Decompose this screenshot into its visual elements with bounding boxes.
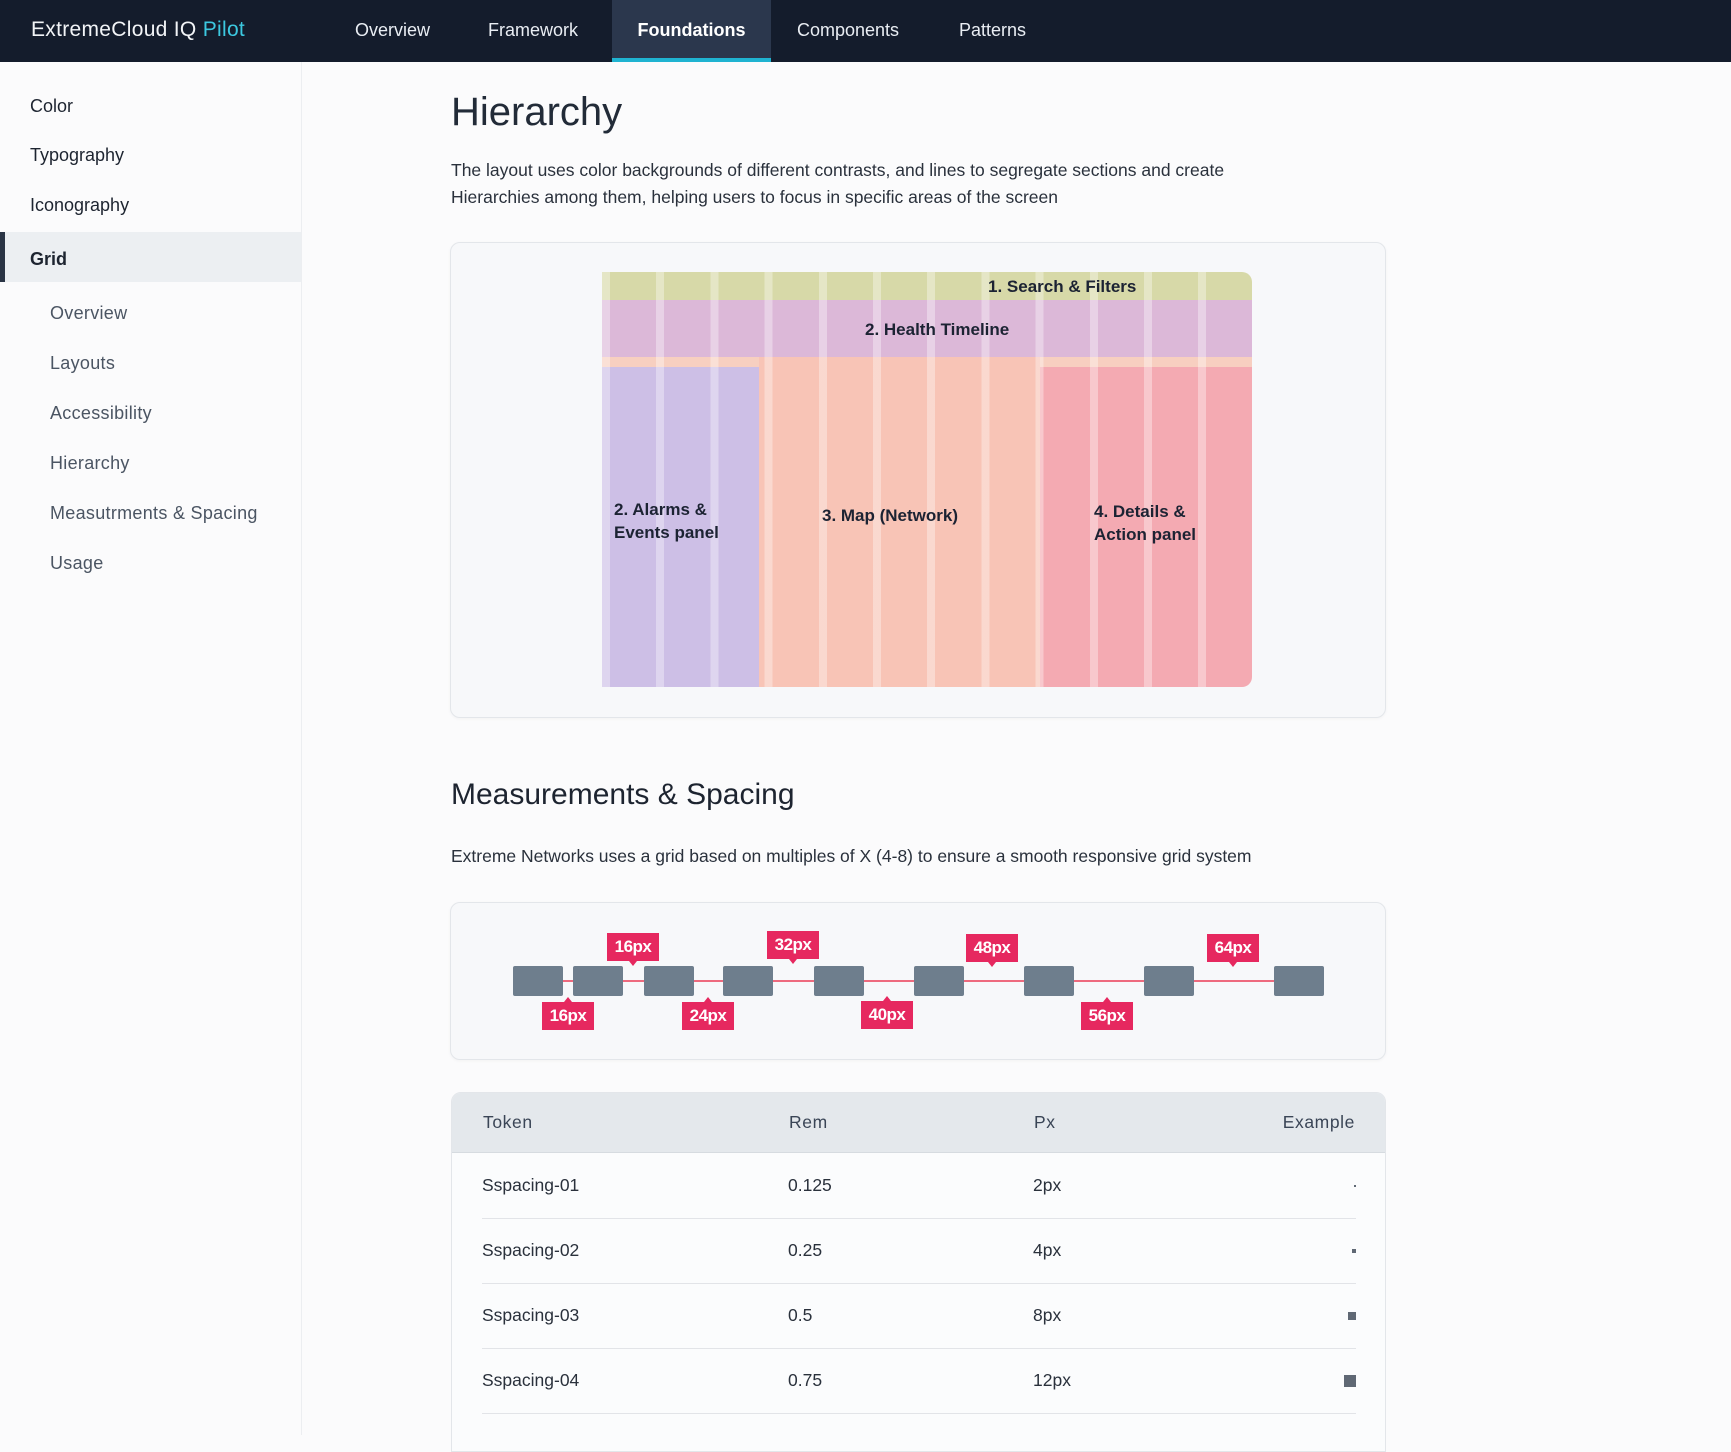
example-swatch — [1354, 1185, 1356, 1187]
sidebar-item-typography[interactable]: Typography — [30, 145, 125, 165]
sidebar-subitem-measurements[interactable]: Measutrments & Spacing — [50, 503, 258, 523]
cell-token: Sspacing-02 — [482, 1240, 580, 1260]
table-header: Token Rem Px Example — [452, 1093, 1385, 1153]
logo[interactable]: ExtremeCloud IQ Pilot — [31, 18, 245, 42]
nav-patterns[interactable]: Patterns — [959, 20, 1027, 40]
sidebar-item-grid[interactable]: Grid — [30, 249, 68, 269]
zone-details-action — [1040, 367, 1252, 687]
cell-rem: 0.125 — [788, 1175, 832, 1195]
cell-rem: 0.75 — [788, 1370, 823, 1390]
header-px: Px — [1034, 1112, 1056, 1132]
spacing-tag: 32px — [767, 931, 819, 964]
sidebar — [0, 62, 302, 1435]
label-health-timeline: 2. Health Timeline — [865, 320, 1010, 339]
nav-framework[interactable]: Framework — [488, 20, 579, 40]
zone-search-filters — [602, 272, 1252, 300]
sidebar-subitem-hierarchy[interactable]: Hierarchy — [50, 453, 130, 473]
section-title-spacing: Measurements & Spacing — [451, 778, 795, 811]
cell-rem: 0.25 — [788, 1240, 823, 1260]
example-swatch — [1348, 1312, 1356, 1320]
nav-foundations[interactable]: Foundations — [612, 0, 771, 62]
spacing-tag: 48px — [966, 934, 1018, 967]
spacing-block — [1024, 966, 1074, 996]
table-row: Sspacing-02 0.25 4px — [482, 1219, 1356, 1284]
top-nav: ExtremeCloud IQ Pilot Overview Framework… — [0, 0, 1731, 62]
spacing-block — [644, 966, 694, 996]
sidebar-subitem-overview[interactable]: Overview — [50, 303, 128, 323]
label-details-line1: 4. Details & — [1094, 502, 1186, 521]
cell-px: 4px — [1033, 1240, 1062, 1260]
header-token: Token — [483, 1112, 533, 1132]
label-alarms-line2: Events panel — [614, 523, 719, 542]
table-row: Sspacing-03 0.5 8px — [482, 1284, 1356, 1349]
spacing-tag: 24px — [682, 997, 734, 1030]
hierarchy-description-line2: Hierarchies among them, helping users to… — [451, 187, 1058, 207]
logo-accent: Pilot — [202, 18, 246, 41]
spacing-tag: 64px — [1207, 934, 1259, 967]
sidebar-subitem-accessibility[interactable]: Accessibility — [50, 403, 152, 423]
zone-alarms-events — [602, 367, 759, 687]
spacing-tag: 56px — [1081, 997, 1133, 1030]
spacing-block — [573, 966, 623, 996]
spacing-tag: 40px — [861, 996, 913, 1029]
spacing-tag: 16px — [542, 997, 594, 1030]
sidebar-subitem-layouts[interactable]: Layouts — [50, 353, 116, 373]
spacing-block — [513, 966, 563, 996]
page-title: Hierarchy — [451, 90, 623, 134]
nav-overview[interactable]: Overview — [355, 20, 431, 40]
hierarchy-diagram: 1. Search & Filters 2. Health Timeline 2… — [602, 272, 1252, 687]
cell-px: 12px — [1033, 1370, 1071, 1390]
header-rem: Rem — [789, 1112, 828, 1132]
hierarchy-description-line1: The layout uses color backgrounds of dif… — [451, 160, 1225, 180]
sidebar-item-iconography[interactable]: Iconography — [30, 195, 130, 215]
cell-token: Sspacing-03 — [482, 1305, 580, 1325]
cell-token: Sspacing-04 — [482, 1370, 580, 1390]
table-row: Sspacing-04 0.75 12px — [482, 1349, 1356, 1414]
example-swatch — [1352, 1249, 1356, 1253]
header-example: Example — [1282, 1112, 1355, 1132]
spacing-block — [1274, 966, 1324, 996]
sidebar-item-color[interactable]: Color — [30, 96, 74, 116]
label-search-filters: 1. Search & Filters — [988, 277, 1137, 296]
spacing-description: Extreme Networks uses a grid based on mu… — [451, 846, 1252, 866]
spacing-block — [723, 966, 773, 996]
table-row: Sspacing-01 0.125 2px — [482, 1154, 1356, 1219]
sidebar-item-grid-active[interactable] — [0, 232, 301, 282]
cell-token: Sspacing-01 — [482, 1175, 580, 1195]
nav-components[interactable]: Components — [797, 20, 900, 40]
spacing-block — [914, 966, 964, 996]
example-swatch — [1344, 1375, 1356, 1387]
label-alarms-line1: 2. Alarms & — [614, 500, 707, 519]
spacing-table: Token Rem Px Example Sspacing-01 0.125 2px… — [451, 1092, 1386, 1452]
zone-map — [759, 357, 1040, 687]
cell-rem: 0.5 — [788, 1305, 813, 1325]
cell-px: 8px — [1033, 1305, 1062, 1325]
spacing-tag: 16px — [607, 933, 659, 966]
cell-px: 2px — [1033, 1175, 1062, 1195]
zone-health-timeline — [602, 300, 1252, 357]
logo-text: ExtremeCloud IQ — [31, 18, 197, 41]
spacing-block — [1144, 966, 1194, 996]
label-details-line2: Action panel — [1094, 525, 1197, 544]
label-map: 3. Map (Network) — [822, 506, 959, 525]
spacing-block — [814, 966, 864, 996]
sidebar-subitem-usage[interactable]: Usage — [50, 553, 104, 573]
grid-column-overlay — [602, 272, 1252, 687]
